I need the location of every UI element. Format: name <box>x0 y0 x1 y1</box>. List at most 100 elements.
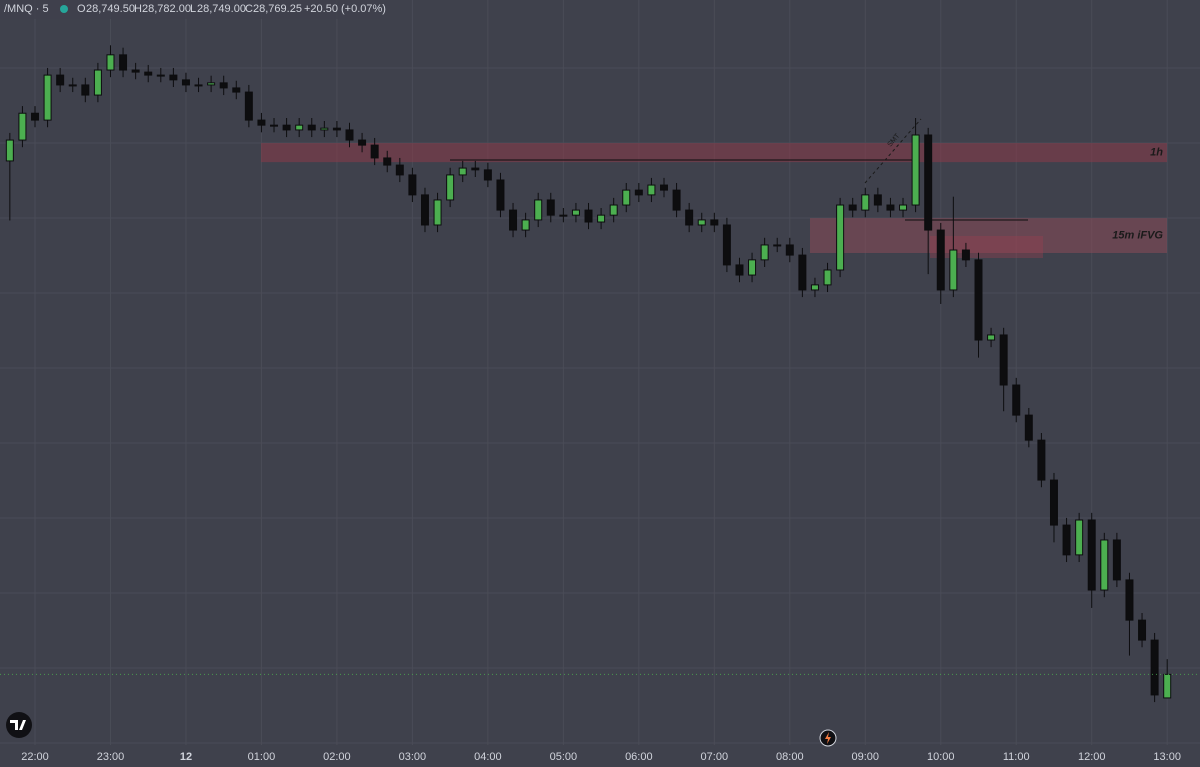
candle-body <box>433 199 442 226</box>
candle-body <box>660 184 668 191</box>
candle-body <box>521 219 530 231</box>
ohlc-label: H <box>134 3 142 15</box>
candle-body <box>358 139 367 146</box>
candle-body <box>798 254 807 291</box>
x-axis: 22:00 23:00 12 01:00 02:00 03:00 04:00 05:00 06:… <box>21 751 1181 763</box>
x-tick-label: 11:00 <box>1003 751 1030 763</box>
x-tick-label: 07:00 <box>701 751 729 763</box>
candle-body <box>1112 539 1121 581</box>
inner-zone <box>930 236 1043 258</box>
ohlc-value: 28,749.50 <box>86 3 135 15</box>
x-tick-label: 13:00 <box>1153 751 1181 763</box>
candle-body <box>295 124 304 131</box>
candle-body <box>848 204 857 211</box>
grid <box>0 0 1200 745</box>
candle-body <box>496 179 505 211</box>
candle-body <box>999 334 1008 386</box>
candle-body <box>169 74 178 81</box>
candle-body <box>722 224 731 266</box>
candle-body <box>181 79 190 86</box>
x-tick-label: 10:00 <box>927 751 955 763</box>
candle-body <box>219 82 228 89</box>
x-tick-label: 22:00 <box>21 751 49 763</box>
ohlc-value: 28,782.00 <box>142 3 191 15</box>
x-tick-label: 04:00 <box>474 751 502 763</box>
candle-body <box>244 91 253 121</box>
candle-body <box>1087 519 1096 591</box>
x-tick-label: 01:00 <box>248 751 276 763</box>
x-tick-label: 09:00 <box>852 751 880 763</box>
candle-body <box>886 204 895 211</box>
event-icon[interactable] <box>819 729 837 747</box>
candle-body <box>936 229 945 291</box>
status-dot <box>60 5 68 13</box>
candle-body <box>31 112 39 121</box>
zones: 1h 15m iFVG <box>261 143 1167 254</box>
candle-body <box>156 74 165 77</box>
candle-body <box>1125 579 1134 621</box>
candle-body <box>232 87 241 93</box>
candle-body <box>810 284 819 291</box>
candle-body <box>1012 384 1021 416</box>
ohlc-value: 28,769.25 <box>253 3 302 15</box>
candle-body <box>1075 519 1084 556</box>
candle-body <box>1037 439 1046 481</box>
smt-line <box>864 118 922 184</box>
candle-body <box>609 204 618 216</box>
candle-body <box>647 184 656 196</box>
change: +20.50 (+0.07%) <box>304 3 386 15</box>
candle-body <box>823 269 832 286</box>
x-tick-label: 02:00 <box>323 751 351 763</box>
candle-body <box>836 204 845 271</box>
candle-body <box>974 259 983 341</box>
candle-body <box>1163 673 1172 699</box>
candle-body <box>18 112 27 141</box>
x-tick-label: 23:00 <box>97 751 125 763</box>
candle-body <box>911 134 920 206</box>
ohlc-label: L <box>190 3 196 15</box>
ohlc-label: O <box>77 3 86 15</box>
candle-body <box>207 82 216 86</box>
candle-body <box>546 199 555 216</box>
candle-body <box>949 249 958 291</box>
candle-body <box>1049 479 1058 526</box>
candle-body <box>383 157 392 166</box>
zone <box>810 218 1167 254</box>
candle-body <box>748 259 757 276</box>
candle-body <box>584 209 593 223</box>
candles <box>5 45 1172 703</box>
candle-body <box>873 194 882 206</box>
x-tick-label: 05:00 <box>550 751 578 763</box>
candle-body <box>5 139 14 162</box>
candle-body <box>420 194 429 226</box>
header-bg <box>0 0 380 19</box>
candle-body <box>332 127 341 131</box>
candle-body <box>106 54 115 71</box>
candle-body <box>458 167 467 176</box>
candle-body <box>43 74 52 121</box>
candle-body <box>471 167 480 171</box>
candle-body <box>987 334 996 341</box>
candle-body <box>597 214 606 223</box>
logo[interactable] <box>6 712 32 738</box>
candle-body <box>710 219 719 226</box>
candle-body <box>685 209 694 226</box>
candle-body <box>961 249 970 261</box>
candle-body <box>370 144 379 159</box>
candle-body <box>924 134 933 231</box>
candle-body <box>634 189 643 196</box>
candle-body <box>93 69 102 96</box>
x-tick-label: 12 <box>180 751 192 763</box>
candle-body <box>307 124 316 131</box>
candle-body <box>571 209 580 216</box>
candle-body <box>345 129 354 141</box>
candle-body <box>320 127 329 131</box>
candle-body <box>282 124 291 131</box>
candle-body <box>1024 414 1033 441</box>
candle-body <box>131 69 140 73</box>
candle-body <box>119 54 128 71</box>
ohlc-label: C <box>245 3 253 15</box>
zone-label: 15m iFVG <box>1112 229 1163 241</box>
